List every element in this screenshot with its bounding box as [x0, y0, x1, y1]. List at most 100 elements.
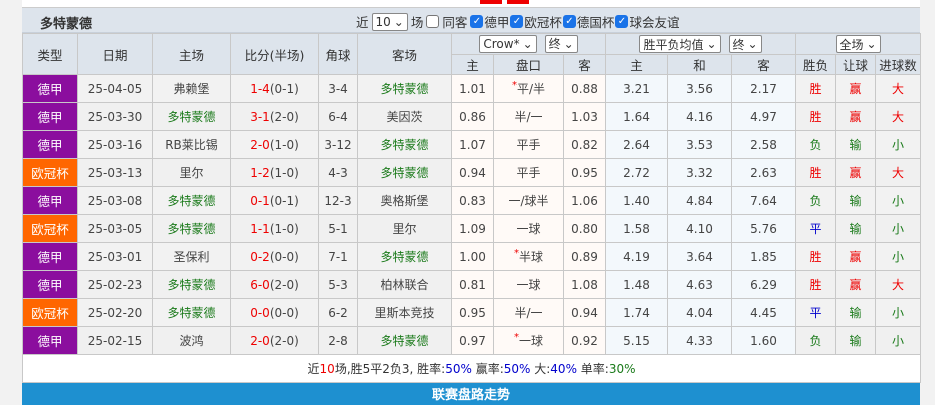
ah-away-odds: 0.95 — [562, 158, 607, 187]
home-team[interactable]: RB莱比锡 — [152, 130, 231, 159]
league-badge[interactable]: 德甲 — [22, 186, 78, 215]
league-badge[interactable]: 德甲 — [22, 242, 78, 271]
away-team[interactable]: 美因茨 — [357, 102, 452, 131]
score: 1-1(1-0) — [230, 214, 319, 243]
corners: 12-3 — [318, 186, 358, 215]
match-date: 25-02-15 — [77, 326, 153, 355]
home-team[interactable]: 弗赖堡 — [152, 74, 231, 103]
home-team[interactable]: 里尔 — [152, 158, 231, 187]
match-row[interactable]: 德甲 25-02-23 多特蒙德 6-0(2-0) 5-3 柏林联合 0.81 … — [22, 270, 922, 299]
away-team[interactable]: 奥格斯堡 — [357, 186, 452, 215]
score: 0-1(0-1) — [230, 186, 319, 215]
odd-rate: 30% — [608, 362, 636, 376]
red-tab-marker[interactable] — [480, 0, 502, 4]
corners: 4-3 — [318, 158, 358, 187]
half-score: (0-1) — [269, 81, 299, 96]
league-badge[interactable]: 德甲 — [22, 74, 78, 103]
match-row[interactable]: 德甲 25-03-30 多特蒙德 3-1(2-0) 6-4 美因茨 0.86 半… — [22, 102, 922, 131]
league-badge[interactable]: 德甲 — [22, 270, 78, 299]
league-checkbox[interactable]: ✓ — [562, 15, 576, 28]
match-row[interactable]: 德甲 25-03-16 RB莱比锡 2-0(1-0) 3-12 多特蒙德 1.0… — [22, 130, 922, 159]
match-row[interactable]: 欧冠杯 25-02-20 多特蒙德 0-0(0-0) 6-2 里斯本竞技 0.9… — [22, 298, 922, 327]
away-team[interactable]: 柏林联合 — [357, 270, 452, 299]
ah-home-odds: 0.94 — [451, 158, 494, 187]
panel-header: 多特蒙德 近 10 ⌄ 场 同客 ✓ 德甲 ✓ 欧冠杯 ✓ 德国杯 ✓ 球会友谊 — [22, 8, 920, 33]
league-badge[interactable]: 德甲 — [22, 326, 78, 355]
recent-suffix: 场 — [410, 15, 424, 30]
home-team[interactable]: 多特蒙德 — [152, 214, 231, 243]
home-team[interactable]: 多特蒙德 — [152, 186, 231, 215]
eu-company-select[interactable]: 胜平负均值 ⌄ — [639, 35, 721, 53]
same-home-checkbox[interactable] — [426, 15, 440, 28]
league-checkbox[interactable]: ✓ — [615, 15, 629, 28]
match-row[interactable]: 德甲 25-03-01 圣保利 0-2(0-0) 7-1 多特蒙德 1.00 *… — [22, 242, 922, 271]
col-corner: 角球 — [318, 33, 358, 75]
ah-home-odds: 1.01 — [451, 74, 494, 103]
col-date: 日期 — [77, 33, 153, 75]
away-team[interactable]: 多特蒙德 — [357, 242, 452, 271]
scope-selector: 全场 ⌄ — [795, 33, 922, 55]
corners: 5-3 — [318, 270, 358, 299]
ah-home-odds: 1.00 — [451, 242, 494, 271]
home-team[interactable]: 波鸿 — [152, 326, 231, 355]
eu-away-odds: 1.60 — [731, 326, 797, 355]
red-tab-marker[interactable] — [507, 0, 529, 4]
ah-result: 输 — [835, 298, 877, 327]
ah-result: 输 — [835, 214, 877, 243]
ah-result: 输 — [835, 326, 877, 355]
ah-stage-select[interactable]: 终 ⌄ — [544, 34, 578, 53]
ah-line: *一球 — [493, 326, 564, 355]
away-team[interactable]: 多特蒙德 — [357, 74, 452, 103]
eu-home-odds: 3.21 — [605, 74, 669, 103]
home-team[interactable]: 多特蒙德 — [152, 102, 231, 131]
league-checkbox[interactable]: ✓ — [510, 15, 524, 28]
over-under-result: 大 — [875, 74, 922, 103]
subcol-header: 让球 — [835, 54, 877, 75]
home-team[interactable]: 多特蒙德 — [152, 270, 231, 299]
league-label: 德甲 — [484, 15, 510, 30]
league-checkbox[interactable]: ✓ — [470, 15, 484, 28]
league-badge[interactable]: 欧冠杯 — [22, 158, 78, 187]
eu-draw-odds: 3.32 — [667, 158, 733, 187]
league-badge[interactable]: 欧冠杯 — [22, 298, 78, 327]
league-badge[interactable]: 德甲 — [22, 130, 78, 159]
league-badge[interactable]: 德甲 — [22, 102, 78, 131]
match-row[interactable]: 德甲 25-04-05 弗赖堡 1-4(0-1) 3-4 多特蒙德 1.01 *… — [22, 74, 922, 103]
ah-result: 赢 — [835, 242, 877, 271]
away-team[interactable]: 多特蒙德 — [357, 158, 452, 187]
ah-away-odds: 0.82 — [562, 130, 607, 159]
match-row[interactable]: 欧冠杯 25-03-05 多特蒙德 1-1(1-0) 5-1 里尔 1.09 一… — [22, 214, 922, 243]
away-team[interactable]: 里斯本竞技 — [357, 298, 452, 327]
half-score: (0-0) — [269, 305, 299, 320]
eu-stage-value: 终 — [732, 37, 745, 52]
away-team[interactable]: 多特蒙德 — [357, 130, 452, 159]
over-under-result: 小 — [875, 186, 922, 215]
ah-line: *半球 — [493, 242, 564, 271]
recent-count-select[interactable]: 10 ⌄ — [371, 12, 408, 31]
league-badge[interactable]: 欧冠杯 — [22, 214, 78, 243]
col-away: 客场 — [357, 33, 452, 75]
eu-stage-select[interactable]: 终 ⌄ — [728, 35, 762, 53]
match-row[interactable]: 欧冠杯 25-03-13 里尔 1-2(1-0) 4-3 多特蒙德 0.94 平… — [22, 158, 922, 187]
over-under-result: 小 — [875, 130, 922, 159]
score: 1-2(1-0) — [230, 158, 319, 187]
half-score: (1-0) — [269, 137, 299, 152]
corners: 7-1 — [318, 242, 358, 271]
home-team[interactable]: 圣保利 — [152, 242, 231, 271]
score: 6-0(2-0) — [230, 270, 319, 299]
eu-selectors: 胜平负均值 ⌄ 终 ⌄ — [605, 33, 797, 55]
chevron-down-icon: ⌄ — [522, 37, 533, 52]
score: 0-0(0-0) — [230, 298, 319, 327]
eu-home-odds: 5.15 — [605, 326, 669, 355]
match-row[interactable]: 德甲 25-02-15 波鸿 2-0(2-0) 2-8 多特蒙德 0.97 *一… — [22, 326, 922, 355]
match-row[interactable]: 德甲 25-03-08 多特蒙德 0-1(0-1) 12-3 奥格斯堡 0.83… — [22, 186, 922, 215]
recent-matches-panel: 多特蒙德 近 10 ⌄ 场 同客 ✓ 德甲 ✓ 欧冠杯 ✓ 德国杯 ✓ 球会友谊 类型 日期 主… — [21, 8, 922, 405]
scope-select[interactable]: 全场 ⌄ — [835, 35, 881, 53]
top-area — [22, 0, 920, 8]
away-team[interactable]: 多特蒙德 — [357, 326, 452, 355]
home-team[interactable]: 多特蒙德 — [152, 298, 231, 327]
eu-draw-odds: 4.63 — [667, 270, 733, 299]
away-team[interactable]: 里尔 — [357, 214, 452, 243]
ah-company-select[interactable]: Crow* ⌄ — [479, 35, 537, 54]
summary-text: 大: — [530, 362, 551, 376]
